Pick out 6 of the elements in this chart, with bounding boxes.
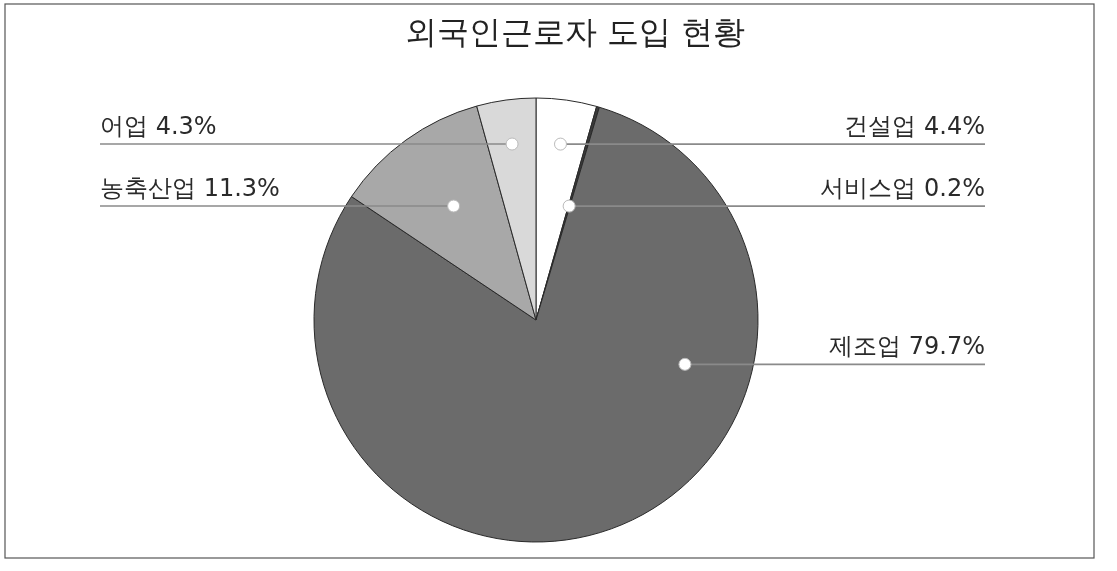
slice-label: 농축산업 11.3% bbox=[100, 174, 280, 203]
slice-label: 서비스업 0.2% bbox=[820, 174, 985, 203]
chart-title: 외국인근로자 도입 현황 bbox=[404, 13, 746, 51]
slice-label: 어업 4.3% bbox=[100, 112, 217, 141]
slice-label: 제조업 79.7% bbox=[829, 332, 985, 361]
slice-label: 건설업 4.4% bbox=[844, 112, 985, 141]
